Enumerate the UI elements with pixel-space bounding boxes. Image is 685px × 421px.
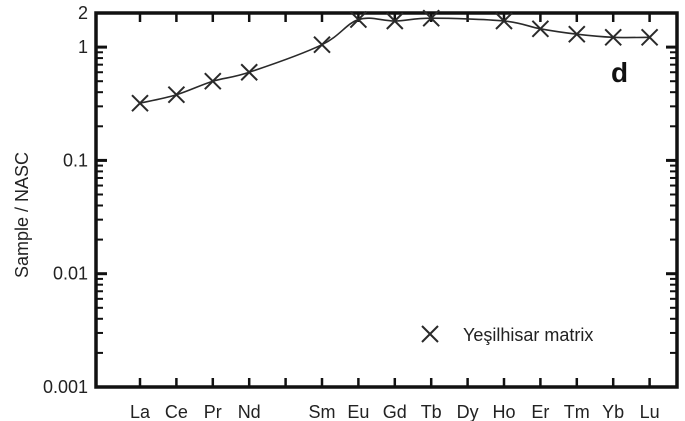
data-point-tm (568, 25, 586, 43)
y-tick-label: 1 (78, 37, 88, 57)
y-tick-label: 2 (78, 3, 88, 23)
series-group (131, 9, 659, 112)
x-tick-label: Tm (564, 402, 590, 421)
marker-stroke (131, 94, 149, 112)
panel-letter: d (611, 57, 628, 88)
marker-stroke (640, 28, 659, 47)
plot-frame (94, 11, 679, 389)
data-point-gd (386, 12, 404, 30)
axes (94, 11, 679, 389)
marker-stroke (422, 9, 440, 27)
legend: Yeşilhisar matrix (421, 325, 593, 345)
data-point-nd (240, 63, 258, 81)
data-point-pr (204, 72, 222, 90)
marker-stroke (531, 20, 550, 38)
marker-stroke (349, 10, 368, 29)
x-tick-label: Er (531, 402, 549, 421)
marker-stroke (386, 12, 404, 30)
marker-stroke (240, 63, 258, 81)
data-point-ho (495, 12, 513, 30)
x-tick-label: Eu (347, 402, 369, 421)
marker-stroke (495, 12, 513, 30)
y-tick-label: 0.01 (53, 264, 88, 284)
x-tick-label: Dy (457, 402, 479, 421)
data-point-tb (422, 9, 440, 27)
data-point-yb (604, 28, 622, 47)
marker-stroke (421, 325, 439, 343)
marker-stroke (313, 35, 331, 54)
y-tick-label: 0.1 (63, 150, 88, 170)
x-tick-label: Tb (421, 402, 442, 421)
data-point-lu (640, 28, 659, 47)
x-tick-label: Nd (238, 402, 261, 421)
x-tick-label: Lu (640, 402, 660, 421)
x-tick-label: Gd (383, 402, 407, 421)
legend-marker-icon (421, 325, 439, 343)
marker-stroke (204, 72, 222, 90)
legend-label: Yeşilhisar matrix (463, 325, 593, 345)
marker-stroke (604, 28, 622, 47)
x-ticks: La Ce Pr Nd Sm Eu Gd Tb Dy Ho Er Tm Yb Lu (130, 13, 660, 421)
data-point-ce (167, 86, 186, 104)
data-point-la (131, 94, 149, 112)
y-axis-title: Sample / NASC (12, 152, 32, 278)
data-point-er (531, 20, 550, 38)
x-tick-label: Ce (165, 402, 188, 421)
y-ticks: 0.001 0.01 0.1 1 2 (43, 3, 677, 397)
data-point-sm (313, 35, 331, 54)
x-tick-label: Sm (309, 402, 336, 421)
data-point-eu (349, 10, 368, 29)
y-tick-label: 0.001 (43, 377, 88, 397)
x-tick-label: Pr (204, 402, 222, 421)
marker-stroke (568, 25, 586, 43)
x-tick-label: Ho (492, 402, 515, 421)
legend-x-marker (421, 325, 439, 343)
x-tick-label: La (130, 402, 151, 421)
x-tick-label: Yb (602, 402, 624, 421)
marker-stroke (167, 86, 186, 104)
